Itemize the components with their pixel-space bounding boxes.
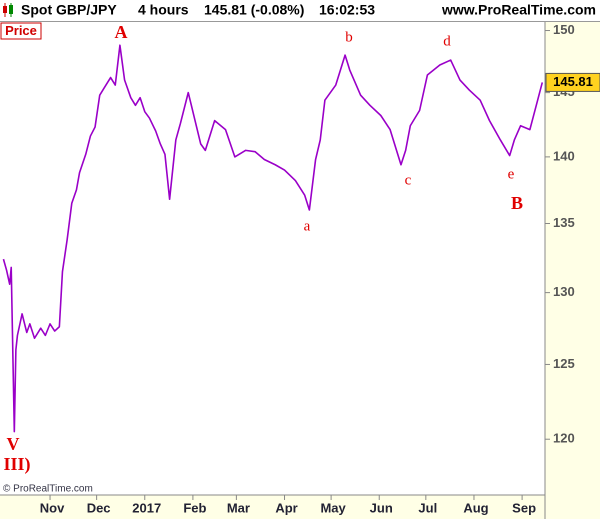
wave-label: e: [508, 166, 515, 182]
quote: 145.81 (-0.08%): [204, 2, 304, 18]
wave-label: d: [443, 33, 451, 49]
x-tick-label: May: [320, 500, 346, 515]
y-tick-label: 135: [553, 215, 575, 230]
x-axis-area: [0, 495, 545, 519]
x-tick-label: Jul: [418, 500, 437, 515]
panel-label: Price: [5, 23, 37, 38]
wave-label: a: [304, 218, 311, 234]
wave-label: B: [511, 193, 523, 213]
x-tick-label: Dec: [87, 500, 111, 515]
wave-label: III): [3, 454, 30, 475]
copyright: © ProRealTime.com: [3, 484, 93, 495]
wave-label: b: [345, 29, 353, 45]
y-tick-label: 125: [553, 356, 575, 371]
panel-label-box: [0, 22, 42, 40]
wave-label: c: [405, 172, 412, 188]
instrument: Spot GBP/JPY: [21, 2, 117, 18]
x-tick-label: Feb: [183, 500, 206, 515]
y-tick-label: 150: [553, 22, 575, 37]
x-tick-label: Sep: [512, 500, 536, 515]
x-tick-label: 2017: [132, 500, 161, 515]
timeframe: 4 hours: [138, 2, 189, 18]
y-tick-label: 130: [553, 284, 575, 299]
x-tick-label: Apr: [275, 500, 297, 515]
site: www.ProRealTime.com: [441, 2, 596, 18]
y-axis-area: [545, 22, 600, 519]
last-price-box: [545, 72, 600, 92]
candle-icon: [3, 3, 13, 17]
wave-label: A: [115, 22, 128, 42]
time: 16:02:53: [319, 2, 375, 18]
x-tick-label: Jun: [370, 500, 393, 515]
x-tick-label: Nov: [40, 500, 65, 515]
header-bar: [0, 0, 600, 22]
last-price-label: 145.81: [553, 74, 593, 89]
x-tick-label: Aug: [463, 500, 488, 515]
price-line: [2, 44, 544, 433]
wave-label: V: [7, 434, 20, 454]
x-tick-label: Mar: [227, 500, 250, 515]
y-tick-label: 120: [553, 431, 575, 446]
y-tick-label: 140: [553, 148, 575, 163]
